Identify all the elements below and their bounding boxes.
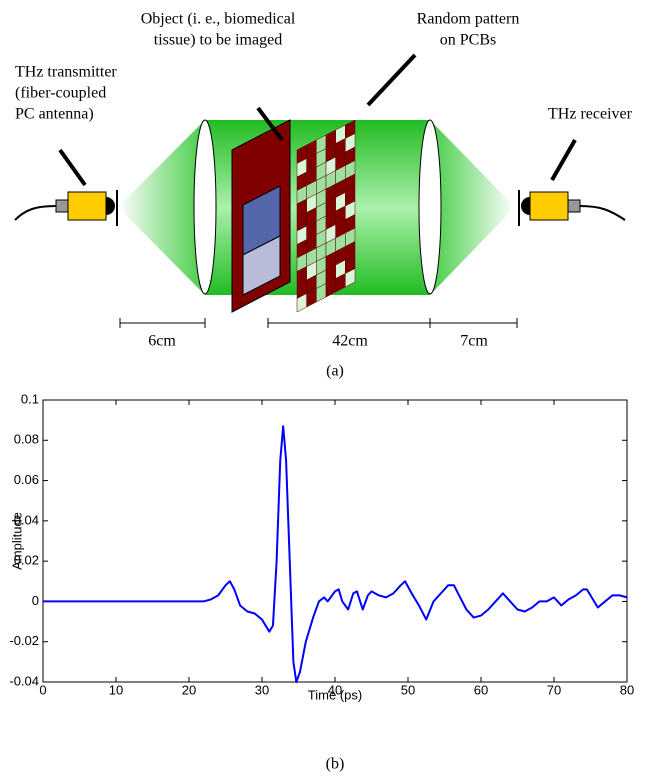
label: (fiber-coupled xyxy=(15,85,106,102)
transmitter xyxy=(67,191,107,221)
connector xyxy=(567,199,581,213)
caption: (b) xyxy=(326,756,345,773)
cable xyxy=(14,205,57,221)
label: THz transmitter xyxy=(15,64,117,81)
receiver xyxy=(529,191,569,221)
y-tick-label: 0.1 xyxy=(21,391,39,406)
distance-label: 42cm xyxy=(332,333,368,350)
diagram xyxy=(14,53,626,328)
dimension-lines xyxy=(119,318,518,328)
x-tick-label: 70 xyxy=(547,682,561,697)
plot-frame xyxy=(42,399,628,683)
y-tick-label: -0.04 xyxy=(9,673,39,688)
x-tick-label: 60 xyxy=(474,682,488,697)
y-tick-label: 0.06 xyxy=(14,472,39,487)
antenna-lens xyxy=(521,197,530,215)
signal-line xyxy=(43,425,628,683)
y-tick-label: -0.02 xyxy=(9,633,39,648)
connector xyxy=(55,199,69,213)
label: on PCBs xyxy=(440,32,496,49)
pcb-cell xyxy=(345,268,356,288)
distance-label: 7cm xyxy=(460,333,488,350)
beam-cone xyxy=(118,120,205,295)
label: Random pattern xyxy=(417,11,520,28)
pointer xyxy=(58,148,87,187)
lens xyxy=(193,119,217,295)
x-tick-label: 80 xyxy=(620,682,634,697)
y-axis-title: Amplitude xyxy=(9,512,24,570)
tissue xyxy=(242,235,281,296)
pointer xyxy=(366,53,417,107)
caption: (a) xyxy=(326,363,344,380)
antenna-lens xyxy=(106,197,115,215)
lens xyxy=(418,119,442,295)
label: PC antenna) xyxy=(15,106,94,123)
x-tick-label: 40 xyxy=(328,682,342,697)
y-tick-label: 0.02 xyxy=(14,553,39,568)
chart: Time (ps) Amplitude -0.04 -0.02 0 0.02 0.04 0… xyxy=(9,391,634,702)
x-tick-label: 20 xyxy=(182,682,196,697)
x-tick-label: 30 xyxy=(255,682,269,697)
beam-cone xyxy=(430,120,515,295)
distance-label: 6cm xyxy=(148,333,176,350)
x-tick-label: 0 xyxy=(39,682,46,697)
cable xyxy=(579,205,626,221)
y-tick-label: 0.08 xyxy=(14,432,39,447)
pcb-pattern xyxy=(296,119,356,313)
pointer xyxy=(256,106,284,142)
x-tick-label: 10 xyxy=(109,682,123,697)
label: Object (i. e., biomedical xyxy=(141,11,296,28)
pointer xyxy=(550,139,577,181)
x-tick-label: 50 xyxy=(401,682,415,697)
y-tick-label: 0 xyxy=(32,593,39,608)
x-axis-title: Time (ps) xyxy=(308,687,362,702)
label: THz receiver xyxy=(548,106,633,123)
y-tick-label: 0.04 xyxy=(14,512,39,527)
label: tissue) to be imaged xyxy=(154,32,282,49)
